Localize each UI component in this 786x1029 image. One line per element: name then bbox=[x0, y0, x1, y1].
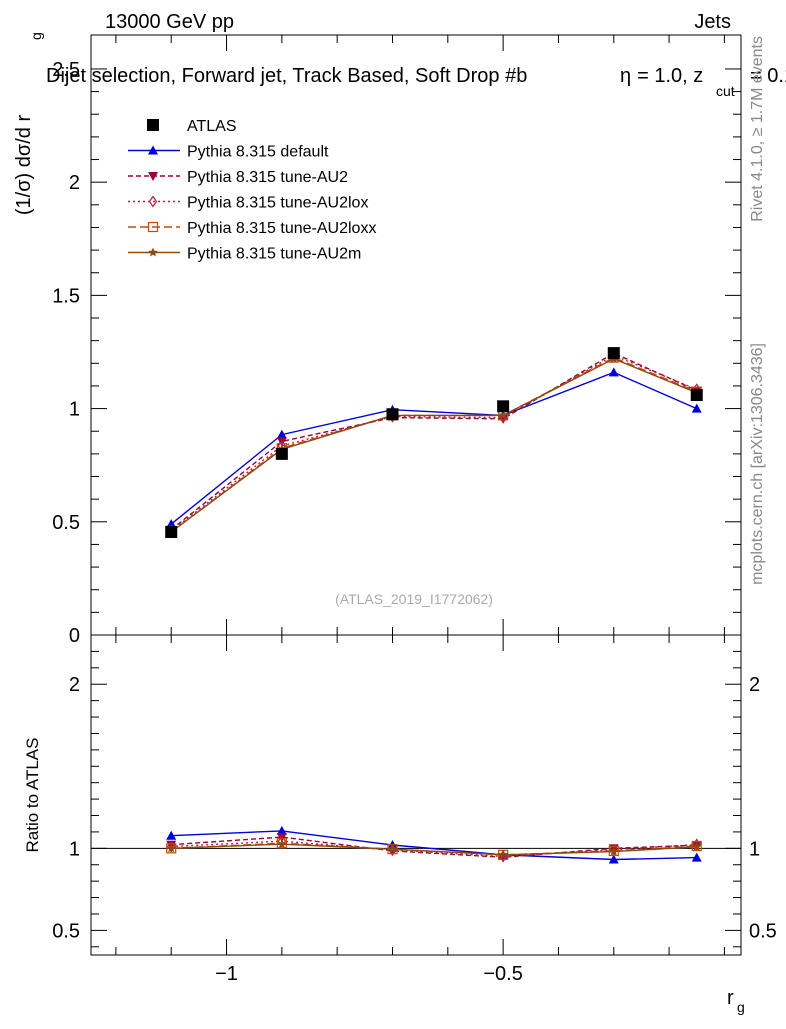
series-line-pythia-8-315-tune-au2m bbox=[170, 358, 697, 533]
legend-label-pythia-8-315-tune-au2lox: Pythia 8.315 tune-AU2lox bbox=[187, 195, 368, 212]
data-point-atlas bbox=[607, 347, 620, 360]
ratio-series-pythia-8-315-tune-au2m bbox=[166, 839, 702, 859]
legend-label-pythia-8-315-default: Pythia 8.315 default bbox=[187, 144, 329, 161]
ratio-point-pythia-8-315-tune-au2m bbox=[387, 844, 398, 854]
main-series bbox=[165, 347, 703, 538]
ratio-point-pythia-8-315-tune-au2 bbox=[276, 833, 287, 843]
series-line-pythia-8-315-default bbox=[170, 371, 697, 525]
legend-label-pythia-8-315-tune-au2m: Pythia 8.315 tune-AU2m bbox=[187, 246, 361, 263]
process-label: Jets bbox=[694, 11, 731, 33]
x-tick-label: −0.5 bbox=[483, 963, 522, 985]
ratio-series bbox=[166, 825, 702, 864]
legend-marker-pythia-8-315-tune-au2 bbox=[148, 172, 158, 181]
series-line-pythia-8-315-tune-au2 bbox=[170, 352, 697, 531]
x-tick-label: −1 bbox=[215, 963, 238, 985]
ratio-point-pythia-8-315-default bbox=[166, 830, 177, 840]
legend-item-pythia-8-315-default: Pythia 8.315 default bbox=[128, 144, 329, 161]
data-point-atlas bbox=[690, 389, 703, 401]
ratio-y-tick-label: 0.5 bbox=[52, 920, 80, 942]
ratio-point-pythia-8-315-tune-au2m bbox=[277, 839, 287, 849]
y-tick-label: 2 bbox=[69, 172, 80, 194]
data-point-pythia-8-315-tune-au2m bbox=[498, 410, 508, 420]
series-line-pythia-8-315-tune-au2loxx bbox=[170, 356, 697, 533]
ratio-y-tick-label-right: 0.5 bbox=[749, 920, 777, 942]
ratio-point-pythia-8-315-tune-au2lox bbox=[166, 840, 176, 853]
y-tick-label: 2.5 bbox=[52, 59, 80, 81]
data-point-pythia-8-315-default bbox=[276, 429, 287, 439]
y-tick-label: 0 bbox=[69, 625, 80, 647]
x-axis-label-sub: g bbox=[737, 999, 745, 1015]
series-pythia-8-315-tune-au2 bbox=[166, 349, 702, 535]
ratio-y-tick-label-right: 2 bbox=[749, 674, 760, 696]
plot-title-suffix-text: = 1.0, z bbox=[637, 65, 703, 87]
legend-item-pythia-8-315-tune-au2lox: Pythia 8.315 tune-AU2lox bbox=[128, 195, 368, 212]
y-axis-label: (1/σ) dσ/d r bbox=[13, 115, 35, 216]
ratio-y-tick-label: 2 bbox=[69, 674, 80, 696]
energy-label: 13000 GeV pp bbox=[105, 11, 234, 33]
legend-item-pythia-8-315-tune-au2loxx: Pythia 8.315 tune-AU2loxx bbox=[128, 220, 376, 237]
data-point-atlas bbox=[497, 400, 510, 413]
ratio-point-pythia-8-315-default bbox=[691, 852, 702, 862]
ratio-point-pythia-8-315-tune-au2lox bbox=[692, 838, 701, 851]
data-point-pythia-8-315-default bbox=[691, 403, 702, 413]
ratio-point-pythia-8-315-default bbox=[608, 854, 619, 864]
legend-label-atlas: ATLAS bbox=[187, 118, 237, 135]
plot-title-suffix: η = 1.0, z bbox=[620, 65, 703, 87]
y-tick-label: 1.5 bbox=[52, 285, 80, 307]
plot-title-main: Dijet selection, Forward jet, Track Base… bbox=[46, 65, 527, 87]
ratio-point-pythia-8-315-tune-au2m bbox=[609, 846, 619, 856]
axis-ticks: −1 −0.5 0 0.5 1 1.5 2 2.5 0.5 0.5 1 1 2 2 bbox=[52, 35, 777, 985]
ratio-line-pythia-8-315-default bbox=[171, 830, 697, 861]
mcplots-label: mcplots.cern.ch [arXiv:1306.3436] bbox=[749, 343, 766, 585]
ratio-plot-frame bbox=[90, 634, 742, 956]
series-atlas bbox=[165, 347, 703, 538]
legend-item-atlas: ATLAS bbox=[147, 118, 237, 135]
x-axis-label: r bbox=[727, 987, 734, 1009]
ratio-line-pythia-8-315-tune-au2 bbox=[171, 836, 697, 859]
legend: ATLAS Pythia 8.315 default Pythia 8.315 tu… bbox=[128, 118, 376, 263]
legend-item-pythia-8-315-tune-au2m: Pythia 8.315 tune-AU2m bbox=[128, 246, 361, 263]
analysis-watermark: (ATLAS_2019_I1772062) bbox=[335, 591, 493, 607]
y-tick-label: 1 bbox=[69, 399, 80, 421]
data-point-atlas bbox=[275, 447, 288, 460]
series-line-pythia-8-315-tune-au2lox bbox=[170, 354, 697, 532]
ratio-point-pythia-8-315-tune-au2loxx bbox=[691, 840, 702, 852]
legend-marker-pythia-8-315-default bbox=[148, 145, 158, 155]
series-pythia-8-315-tune-au2loxx bbox=[166, 352, 702, 538]
ratio-y-tick-label: 1 bbox=[69, 838, 80, 860]
rivet-label: Rivet 4.1.0, ≥ 1.7M events bbox=[749, 36, 766, 222]
ratio-line-pythia-8-315-tune-au2m bbox=[171, 843, 697, 856]
ratio-y-tick-label-right: 1 bbox=[749, 838, 760, 860]
plot-title: Dijet selection, Forward jet, Track Base… bbox=[46, 65, 527, 87]
legend-marker-pythia-8-315-tune-au2m bbox=[148, 247, 158, 257]
ratio-y-axis-label: Ratio to ATLAS bbox=[23, 738, 42, 853]
plot-title-beta: η bbox=[620, 65, 631, 87]
ratio-point-pythia-8-315-tune-au2loxx bbox=[276, 838, 287, 849]
series-pythia-8-315-tune-au2lox bbox=[166, 349, 701, 537]
data-point-atlas bbox=[386, 408, 399, 421]
legend-marker-pythia-8-315-tune-au2lox bbox=[148, 195, 158, 208]
data-point-pythia-8-315-default bbox=[608, 367, 619, 377]
data-point-atlas bbox=[165, 525, 178, 538]
y-tick-label: 0.5 bbox=[52, 512, 80, 534]
series-pythia-8-315-tune-au2m bbox=[166, 353, 702, 537]
legend-marker-atlas bbox=[147, 119, 159, 131]
legend-marker-pythia-8-315-tune-au2loxx bbox=[147, 221, 159, 233]
ratio-point-pythia-8-315-default bbox=[276, 825, 287, 835]
legend-label-pythia-8-315-tune-au2: Pythia 8.315 tune-AU2 bbox=[187, 169, 348, 186]
y-axis-label-sub: g bbox=[28, 32, 44, 40]
legend-label-pythia-8-315-tune-au2loxx: Pythia 8.315 tune-AU2loxx bbox=[187, 220, 376, 237]
legend-item-pythia-8-315-tune-au2: Pythia 8.315 tune-AU2 bbox=[128, 169, 348, 186]
plot-title-sub: cut bbox=[716, 83, 735, 99]
plot-title-tail: = 0.1 bbox=[750, 65, 786, 87]
ratio-point-pythia-8-315-tune-au2m bbox=[691, 841, 702, 851]
ratio-point-pythia-8-315-tune-au2m bbox=[498, 849, 508, 859]
ratio-point-pythia-8-315-tune-au2lox bbox=[609, 843, 618, 856]
series-pythia-8-315-default bbox=[166, 367, 702, 529]
ratio-point-pythia-8-315-tune-au2m bbox=[166, 843, 176, 853]
ratio-series-pythia-8-315-tune-au2 bbox=[166, 833, 702, 863]
